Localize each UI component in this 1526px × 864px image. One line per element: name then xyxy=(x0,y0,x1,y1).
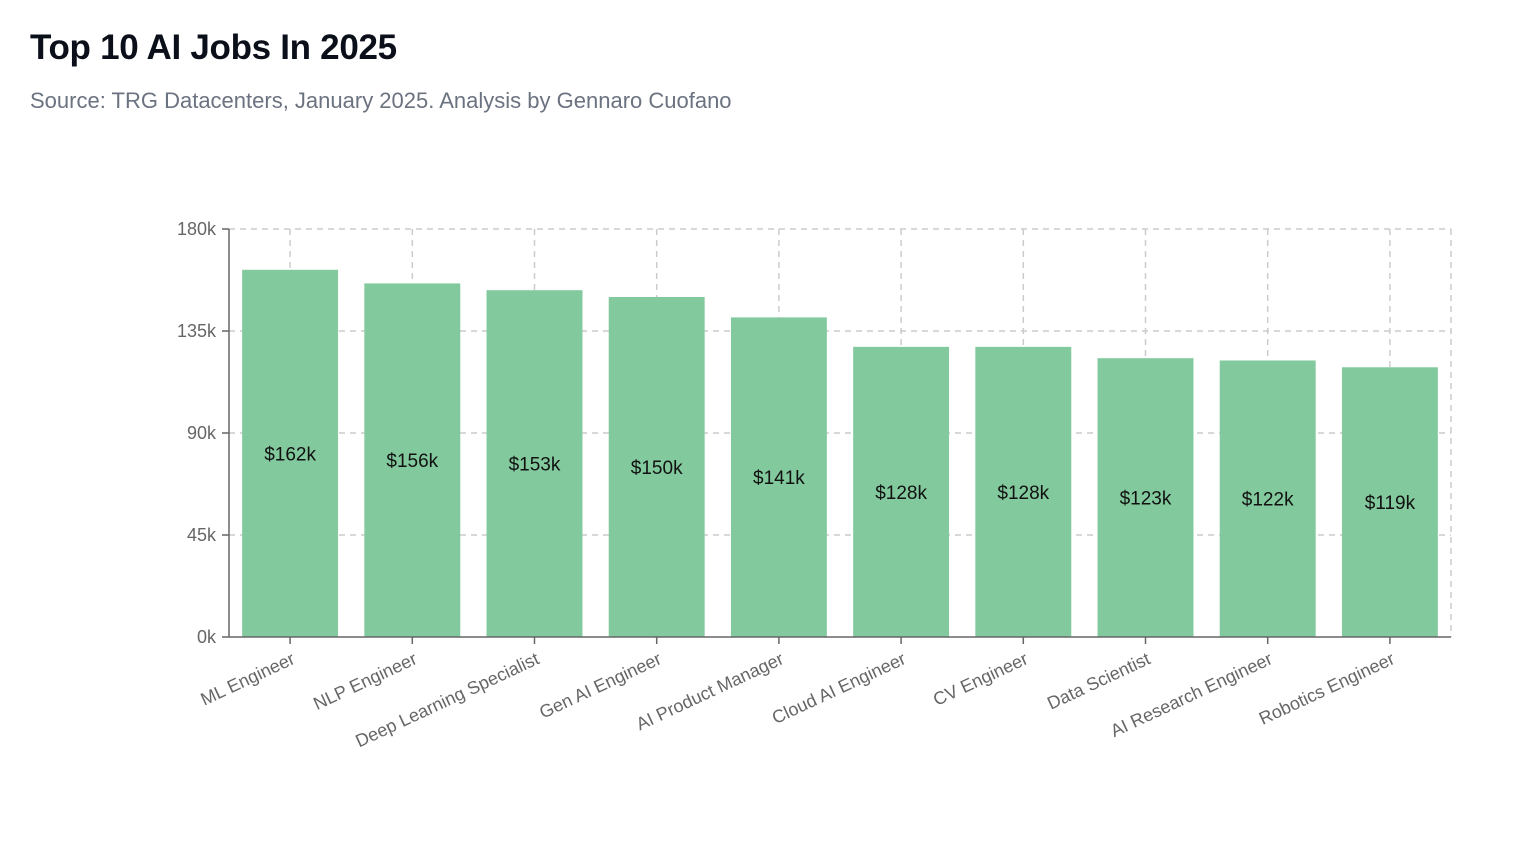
bars xyxy=(242,269,1438,637)
bar-value-label: $156k xyxy=(386,451,438,472)
y-tick-labels: 0k 45k 90k 135k 180k xyxy=(177,219,217,647)
bar[interactable] xyxy=(730,317,827,637)
y-tick-label: 90k xyxy=(187,423,217,443)
x-tick-label: Robotics Engineer xyxy=(1256,648,1398,728)
x-tick-label: Cloud AI Engineer xyxy=(769,648,909,727)
bar-value-label: $123k xyxy=(1120,489,1172,510)
x-tick-label: ML Engineer xyxy=(197,648,297,709)
y-tick-label: 0k xyxy=(197,627,217,647)
bar-labels: $162k $156k $153k $150k $141k $128k $128k $123k… xyxy=(264,444,1415,514)
chart-title: Top 10 AI Jobs In 2025 xyxy=(30,28,397,67)
bar-value-label: $153k xyxy=(509,455,561,476)
bar-value-label: $122k xyxy=(1242,490,1294,511)
bar-value-label: $119k xyxy=(1365,493,1416,514)
x-tick-label: Data Scientist xyxy=(1044,648,1153,713)
bar[interactable] xyxy=(608,297,705,637)
bar-value-label: $150k xyxy=(631,458,683,479)
chart-subtitle: Source: TRG Datacenters, January 2025. A… xyxy=(30,88,732,113)
bar[interactable] xyxy=(975,346,1072,637)
x-tick-label: NLP Engineer xyxy=(310,648,420,713)
bar-value-label: $128k xyxy=(997,483,1049,504)
y-tick-label: 45k xyxy=(187,525,217,545)
bar[interactable] xyxy=(242,269,339,637)
bar[interactable] xyxy=(1341,367,1438,637)
y-tick-label: 180k xyxy=(177,219,217,239)
bar-value-label: $128k xyxy=(875,483,927,504)
bar-value-label: $162k xyxy=(264,444,316,465)
bar[interactable] xyxy=(364,283,461,637)
bar-value-label: $141k xyxy=(753,468,805,489)
axes xyxy=(222,228,1451,644)
bar[interactable] xyxy=(853,346,950,637)
y-tick-label: 135k xyxy=(177,321,217,341)
x-tick-label: CV Engineer xyxy=(930,648,1031,709)
bar[interactable] xyxy=(486,290,583,637)
bar[interactable] xyxy=(1097,358,1194,637)
bar[interactable] xyxy=(1219,360,1316,637)
